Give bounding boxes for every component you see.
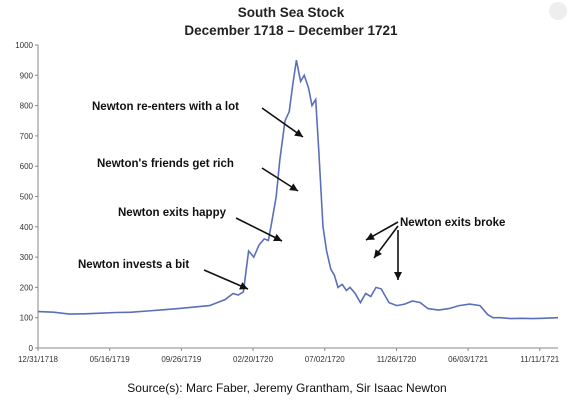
chart-title: South Sea Stock	[238, 5, 345, 20]
y-tick-label: 500	[20, 193, 34, 202]
y-tick-label: 900	[20, 71, 34, 80]
x-axis: 12/31/1718 05/16/1719 09/26/1719 02/20/1720…	[18, 347, 560, 364]
annotation-arrowhead	[289, 183, 298, 191]
y-tick-label: 200	[20, 283, 34, 292]
annotation-exits-broke: Newton exits broke	[400, 217, 505, 229]
y-tick-label: 100	[20, 314, 34, 323]
x-tick-label: 11/11/1721	[520, 355, 559, 364]
y-tick-label: 600	[20, 162, 34, 171]
annotation-exits-happy: Newton exits happy	[118, 207, 227, 219]
corner-circle-icon	[549, 2, 567, 20]
annotation-arrow	[235, 217, 283, 242]
annotation-arrowhead	[239, 282, 248, 290]
annotation-friends-rich: Newton's friends get rich	[97, 158, 234, 170]
y-axis: 0 100 200 300 400 500 600 700 800 900 1000	[15, 41, 39, 353]
x-tick-label: 07/02/1720	[305, 355, 346, 364]
x-tick-label: 05/16/1719	[90, 355, 131, 364]
annotation-arrows	[203, 107, 402, 290]
chart-subtitle: December 1718 – December 1721	[184, 23, 398, 38]
y-tick-label: 700	[20, 132, 34, 141]
annotation-arrowhead	[273, 233, 282, 241]
x-tick-label: 06/03/1721	[448, 355, 489, 364]
annotation-arrow	[261, 107, 304, 138]
x-tick-label: 02/20/1720	[233, 355, 274, 364]
annotation-arrowhead	[294, 129, 303, 137]
x-tick-label: 11/26/1720	[377, 355, 417, 364]
y-tick-label: 0	[29, 344, 34, 353]
source-caption: Source(s): Marc Faber, Jeremy Grantham, …	[127, 381, 446, 395]
annotation-arrowhead	[374, 249, 382, 258]
annotations: Newton re-enters with a lot Newton's fri…	[78, 101, 505, 271]
annotation-arrowhead	[394, 272, 402, 280]
annotation-reenters: Newton re-enters with a lot	[92, 101, 239, 113]
x-tick-label: 09/26/1719	[161, 355, 202, 364]
x-tick-label: 12/31/1718	[18, 355, 59, 364]
y-tick-label: 800	[20, 102, 34, 111]
annotation-invests-bit: Newton invests a bit	[78, 259, 189, 271]
y-tick-label: 300	[20, 253, 34, 262]
series-line	[37, 60, 559, 320]
y-tick-label: 400	[20, 223, 34, 232]
y-tick-label: 1000	[15, 41, 33, 50]
annotation-arrowhead	[366, 232, 375, 240]
